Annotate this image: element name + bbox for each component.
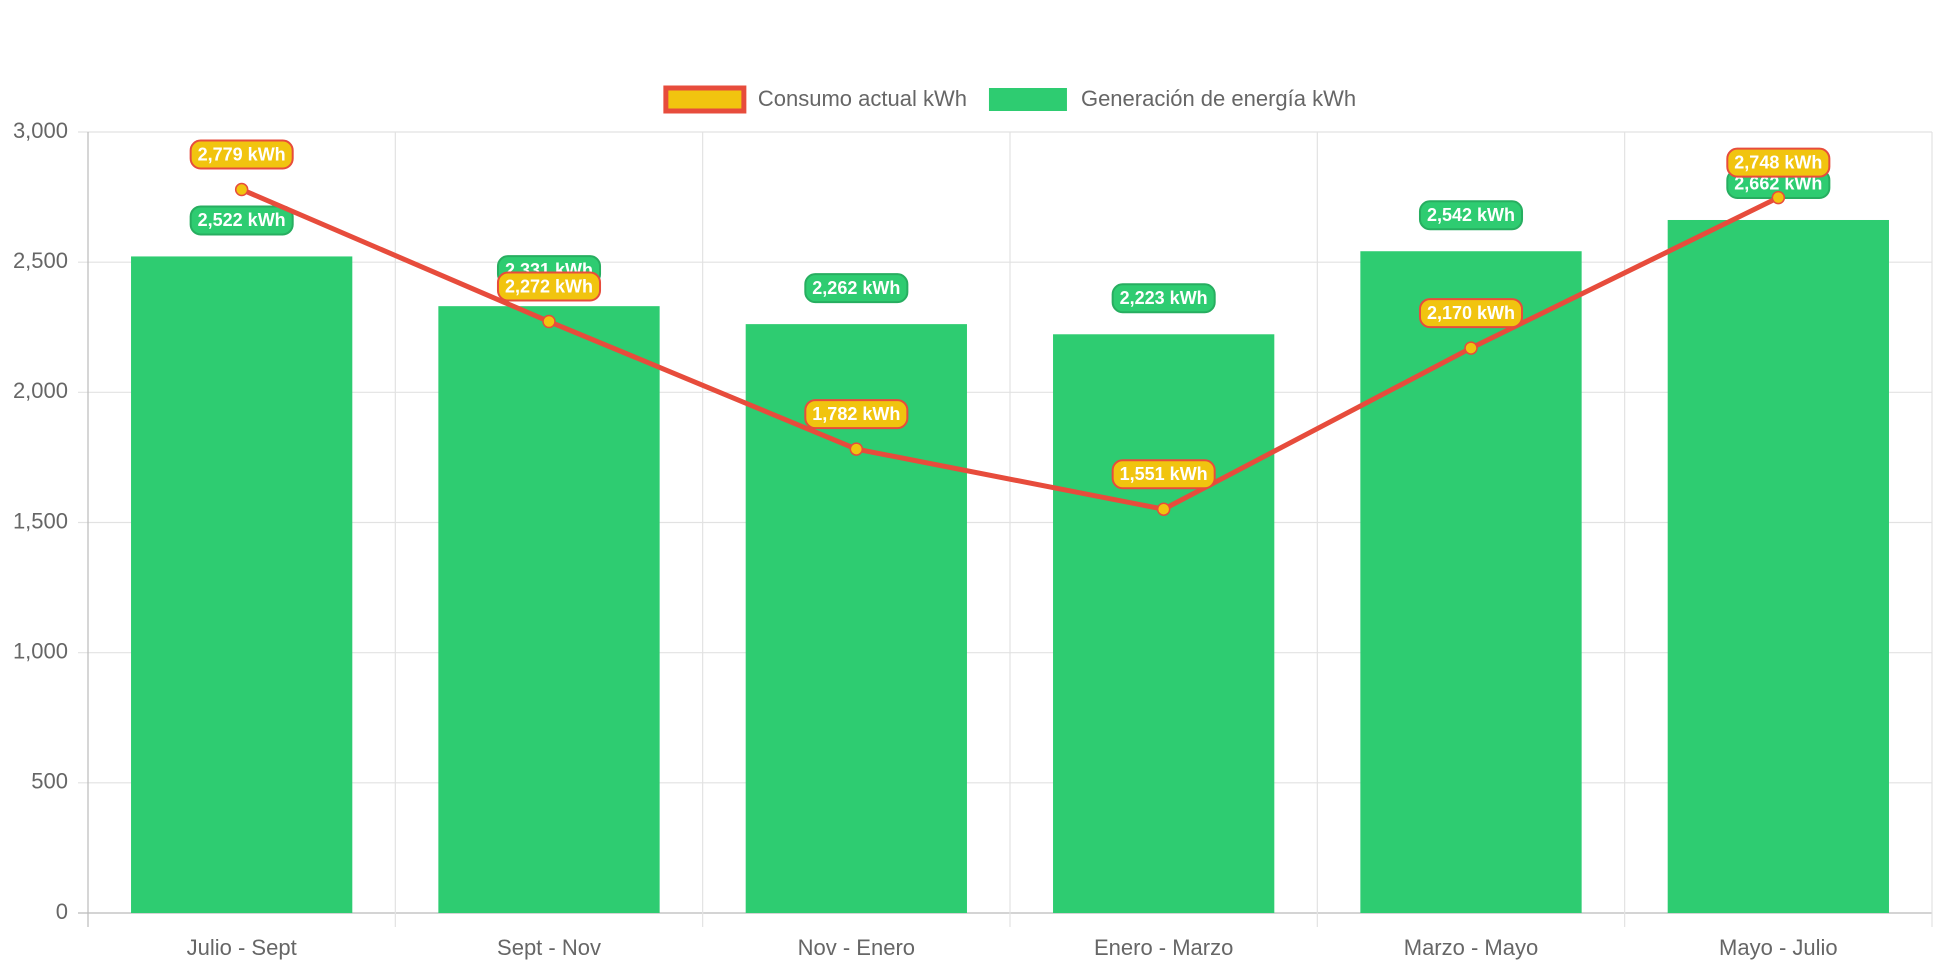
data-label-group: 2,542 kWh <box>1418 200 1524 231</box>
line <box>240 187 1780 512</box>
legend-swatch <box>663 85 747 114</box>
data-label-group: 2,522 kWh <box>189 205 294 236</box>
data-label-group: 2,170 kWh <box>1418 298 1524 329</box>
point <box>1771 190 1786 205</box>
y-tick-label: 500 <box>31 769 68 794</box>
point <box>849 442 864 456</box>
bar <box>131 256 353 913</box>
x-tick-label: Marzo - Mayo <box>1404 935 1538 960</box>
data-label-box <box>496 271 602 302</box>
data-label: 2,223 kWh <box>1120 288 1208 308</box>
data-label-group: 2,748 kWh <box>1726 147 1831 178</box>
y-tick-label: 1,000 <box>13 638 68 663</box>
data-label-box <box>1418 298 1524 329</box>
data-label-box <box>189 205 294 236</box>
point <box>1156 502 1171 516</box>
data-label-box <box>189 139 294 170</box>
data-label: 1,551 kWh <box>1120 464 1208 484</box>
data-label-group: 1,782 kWh <box>804 399 909 430</box>
point <box>234 182 249 197</box>
y-tick-label: 2,500 <box>13 248 68 273</box>
data-label-box <box>804 399 909 430</box>
y-tick-label: 0 <box>56 899 68 924</box>
data-label: 1,782 kWh <box>812 404 900 424</box>
data-label-group: 2,262 kWh <box>804 273 909 304</box>
bar <box>1360 251 1582 913</box>
bar <box>1053 334 1275 913</box>
point <box>1464 341 1478 355</box>
x-tick-label: Enero - Marzo <box>1094 935 1233 960</box>
x-tick-label: Sept - Nov <box>497 935 601 960</box>
legend-label: Consumo actual kWh <box>758 86 967 111</box>
y-tick-label: 1,500 <box>13 508 68 533</box>
point <box>542 314 556 329</box>
y-tick-label: 3,000 <box>13 118 68 143</box>
x-tick-label: Julio - Sept <box>187 935 297 960</box>
data-label-box <box>1111 283 1216 314</box>
y-tick-label: 2,000 <box>13 378 68 403</box>
data-label: 2,522 kWh <box>198 210 286 230</box>
data-label-group: 2,272 kWh <box>496 271 602 302</box>
data-label: 2,748 kWh <box>1734 152 1822 172</box>
data-label: 2,542 kWh <box>1427 205 1515 225</box>
data-label: 2,170 kWh <box>1427 303 1515 323</box>
data-label: 2,662 kWh <box>1734 174 1822 194</box>
x-tick-label: Mayo - Julio <box>1719 935 1838 960</box>
data-label-box <box>1726 147 1831 178</box>
bar <box>438 306 660 914</box>
data-label-box <box>1111 459 1216 490</box>
data-label: 2,272 kWh <box>505 276 593 296</box>
data-label-group: 2,223 kWh <box>1111 283 1216 314</box>
data-label-group: 1,551 kWh <box>1111 459 1216 490</box>
data-label: 2,779 kWh <box>198 144 286 164</box>
legend: Consumo actual kWh Generación de energía … <box>663 85 1356 114</box>
x-tick-label: Nov - Enero <box>798 935 915 960</box>
legend-label: Generación de energía kWh <box>1081 86 1356 111</box>
legend-swatch <box>988 88 1067 111</box>
data-label-box <box>1418 200 1524 231</box>
data-label: 2,262 kWh <box>812 278 900 298</box>
data-label-group: 2,779 kWh <box>189 139 294 170</box>
bar <box>1667 219 1889 913</box>
data-label-box <box>804 273 909 304</box>
